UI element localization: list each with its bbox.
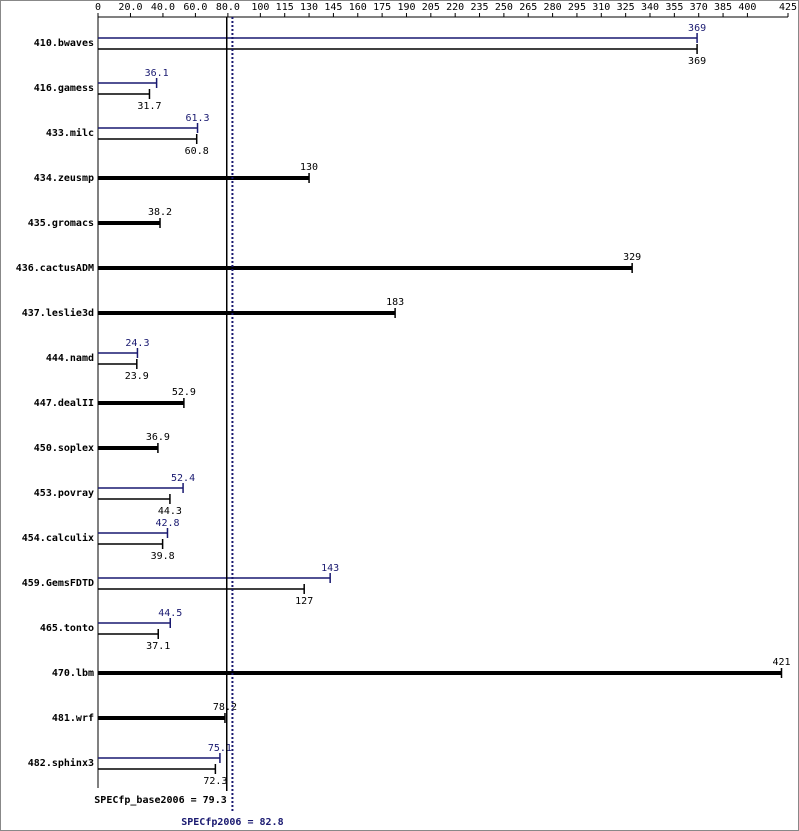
x-tick-label: 100 <box>251 2 269 13</box>
value-label: 72.3 <box>203 776 227 787</box>
category-label: 482.sphinx3 <box>28 757 94 769</box>
value-label: 52.4 <box>171 473 195 484</box>
value-label: 44.3 <box>158 506 182 517</box>
value-label: 369 <box>688 23 706 34</box>
x-tick-label: 0 <box>95 2 101 13</box>
category-label: 433.milc <box>46 127 94 139</box>
x-tick-label: 190 <box>397 2 415 13</box>
reference-label: SPECfp_base2006 = 79.3 <box>94 795 226 806</box>
reference-label: SPECfp2006 = 82.8 <box>181 817 283 828</box>
x-tick-label: 295 <box>568 2 586 13</box>
category-label: 450.soplex <box>34 443 94 454</box>
value-label: 36.1 <box>145 68 169 79</box>
value-label: 37.1 <box>146 641 170 652</box>
category-label: 454.calculix <box>22 532 94 544</box>
value-label: 23.9 <box>125 371 149 382</box>
x-tick-label: 115 <box>276 2 294 13</box>
value-label: 369 <box>688 56 706 67</box>
x-tick-label: 235 <box>470 2 488 13</box>
category-label: 447.dealII <box>34 398 94 409</box>
value-label: 183 <box>386 297 404 308</box>
x-tick-label: 325 <box>617 2 635 13</box>
value-label: 78.2 <box>213 702 237 713</box>
value-label: 44.5 <box>158 608 182 619</box>
category-label: 410.bwaves <box>34 38 94 49</box>
category-label: 459.GemsFDTD <box>22 578 94 589</box>
value-label: 421 <box>772 657 790 668</box>
value-label: 127 <box>295 596 313 607</box>
category-label: 470.lbm <box>52 668 94 679</box>
x-tick-label: 370 <box>690 2 708 13</box>
x-tick-label: 175 <box>373 2 391 13</box>
x-tick-label: 160 <box>349 2 367 13</box>
x-tick-label: 400 <box>738 2 756 13</box>
x-tick-label: 340 <box>641 2 659 13</box>
category-label: 481.wrf <box>52 713 94 724</box>
category-label: 437.leslie3d <box>22 307 94 319</box>
value-label: 329 <box>623 252 641 263</box>
value-label: 24.3 <box>125 338 149 349</box>
x-tick-label: 355 <box>665 2 683 13</box>
x-tick-label: 265 <box>519 2 537 13</box>
category-label: 444.namd <box>46 353 94 364</box>
value-label: 61.3 <box>185 113 209 124</box>
x-tick-label: 130 <box>300 2 318 13</box>
value-label: 130 <box>300 162 318 173</box>
value-label: 31.7 <box>137 101 161 112</box>
category-label: 453.povray <box>34 488 94 499</box>
category-label: 434.zeusmp <box>34 173 94 184</box>
x-tick-label: 80.0 <box>216 2 240 13</box>
x-tick-label: 60.0 <box>183 2 207 13</box>
category-label: 465.tonto <box>40 623 94 634</box>
x-tick-label: 280 <box>544 2 562 13</box>
value-label: 38.2 <box>148 207 172 218</box>
category-label: 436.cactusADM <box>16 263 94 274</box>
category-label: 435.gromacs <box>28 218 94 229</box>
x-tick-label: 385 <box>714 2 732 13</box>
x-tick-label: 20.0 <box>118 2 142 13</box>
x-tick-label: 205 <box>422 2 440 13</box>
value-label: 143 <box>321 563 339 574</box>
value-label: 52.9 <box>172 387 196 398</box>
value-label: 60.8 <box>185 146 209 157</box>
x-tick-label: 310 <box>592 2 610 13</box>
x-tick-label: 145 <box>324 2 342 13</box>
value-label: 75.1 <box>208 743 232 754</box>
x-tick-label: 250 <box>495 2 513 13</box>
value-label: 42.8 <box>155 518 179 529</box>
category-label: 416.gamess <box>34 83 94 94</box>
x-tick-label: 40.0 <box>151 2 175 13</box>
x-tick-label: 220 <box>446 2 464 13</box>
value-label: 39.8 <box>151 551 175 562</box>
x-tick-label: 425 <box>779 2 797 13</box>
value-label: 36.9 <box>146 432 170 443</box>
